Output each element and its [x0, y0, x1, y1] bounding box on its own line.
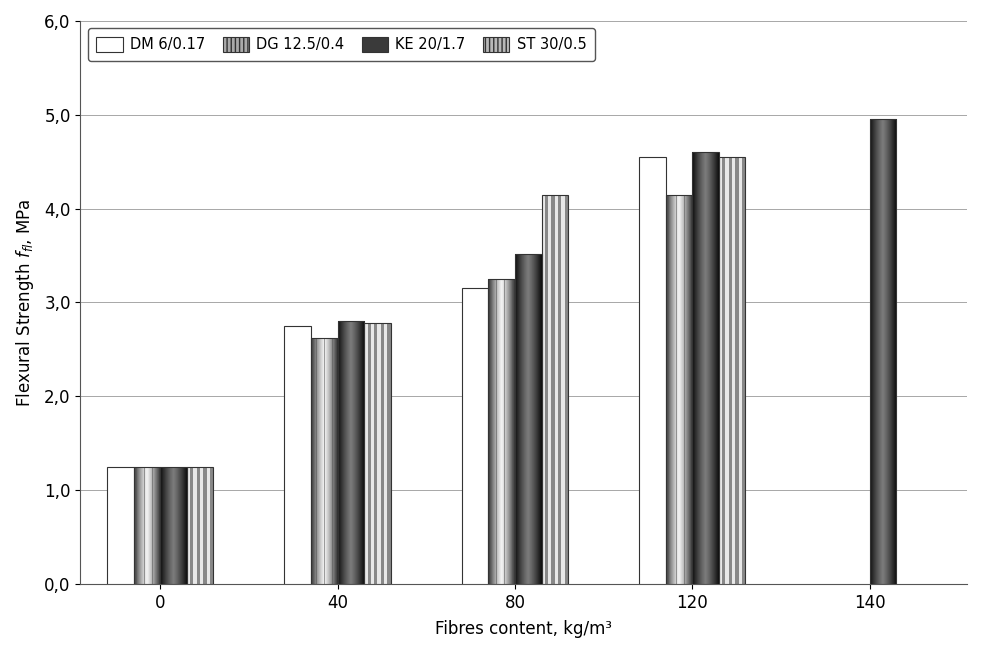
Bar: [561, 194, 565, 584]
X-axis label: Fibres content, kg/m³: Fibres content, kg/m³: [436, 620, 612, 638]
Bar: [729, 157, 732, 584]
Bar: [462, 288, 489, 584]
Bar: [197, 467, 200, 584]
Bar: [186, 467, 214, 584]
Bar: [739, 157, 742, 584]
Bar: [107, 467, 133, 584]
Bar: [385, 323, 387, 584]
Bar: [869, 119, 897, 584]
Bar: [489, 279, 515, 584]
Bar: [542, 194, 544, 584]
Bar: [284, 326, 311, 584]
Bar: [364, 323, 390, 584]
Bar: [742, 157, 746, 584]
Bar: [364, 323, 368, 584]
Bar: [732, 157, 736, 584]
Bar: [193, 467, 197, 584]
Bar: [186, 467, 190, 584]
Bar: [210, 467, 214, 584]
Bar: [207, 467, 210, 584]
Bar: [368, 323, 371, 584]
Bar: [364, 323, 390, 584]
Bar: [693, 153, 719, 584]
Bar: [337, 321, 364, 584]
Bar: [200, 467, 203, 584]
Bar: [203, 467, 207, 584]
Bar: [186, 467, 214, 584]
Bar: [548, 194, 551, 584]
Bar: [381, 323, 385, 584]
Bar: [736, 157, 739, 584]
Bar: [666, 194, 693, 584]
Bar: [551, 194, 555, 584]
Bar: [719, 157, 746, 584]
Bar: [133, 467, 160, 584]
Bar: [719, 157, 722, 584]
Bar: [555, 194, 558, 584]
Y-axis label: Flexural Strength $f_{fl}$, MPa: Flexural Strength $f_{fl}$, MPa: [14, 198, 36, 407]
Bar: [722, 157, 726, 584]
Bar: [726, 157, 729, 584]
Bar: [515, 254, 542, 584]
Bar: [190, 467, 193, 584]
Bar: [311, 338, 337, 584]
Bar: [387, 323, 390, 584]
Bar: [719, 157, 746, 584]
Bar: [371, 323, 374, 584]
Bar: [542, 194, 568, 584]
Bar: [378, 323, 381, 584]
Bar: [565, 194, 568, 584]
Bar: [558, 194, 561, 584]
Bar: [374, 323, 378, 584]
Bar: [544, 194, 548, 584]
Legend: DM 6/0.17, DG 12.5/0.4, KE 20/1.7, ST 30/0.5: DM 6/0.17, DG 12.5/0.4, KE 20/1.7, ST 30…: [87, 28, 595, 61]
Bar: [639, 157, 666, 584]
Bar: [542, 194, 568, 584]
Bar: [160, 467, 186, 584]
